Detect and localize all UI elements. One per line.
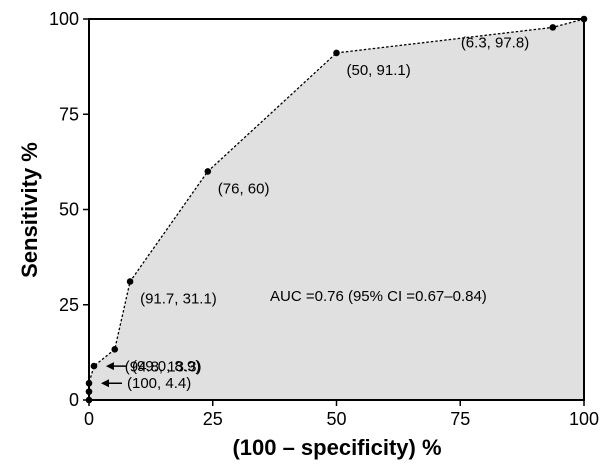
y-axis-title: Sensitivity % xyxy=(17,142,42,278)
x-tick-label: 0 xyxy=(84,409,94,429)
data-point xyxy=(111,346,119,353)
x-tick-label: 25 xyxy=(203,409,223,429)
auc-annotation: AUC =0.76 (95% CI =0.67–0.84) xyxy=(270,288,487,305)
point-label: (91.7, 31.1) xyxy=(140,291,217,308)
data-point xyxy=(126,278,134,285)
auc-area xyxy=(89,19,584,400)
y-tick-label: 50 xyxy=(59,200,79,220)
plot-area xyxy=(85,15,588,404)
y-tick-label: 100 xyxy=(49,9,79,29)
point-labels: (100, 4.4)(99.0, 8.9)(94.8, 13.3) (91.7, … xyxy=(101,34,529,392)
point-label: (94.8, 13.3) xyxy=(125,358,202,375)
point-label: (100, 4.4) xyxy=(127,375,191,392)
x-tick-label: 50 xyxy=(326,409,346,429)
roc-line xyxy=(88,18,585,400)
y-tick-label: 25 xyxy=(59,295,79,315)
axes: 0 25 50 75 100 0 25 50 75 100 xyxy=(49,9,599,429)
x-axis-title: (100 – specificity) % xyxy=(232,435,441,460)
point-label: (50, 91.1) xyxy=(347,62,411,79)
point-label: (6.3, 97.8) xyxy=(461,34,529,51)
x-tick-label: 75 xyxy=(450,409,470,429)
label-arrowhead xyxy=(105,362,114,371)
data-point xyxy=(333,49,340,57)
y-tick-label: 0 xyxy=(69,390,79,410)
x-tick-label: 100 xyxy=(569,409,599,429)
y-tick-label: 75 xyxy=(59,104,79,124)
point-label: (99.0, 8.9) xyxy=(132,358,200,375)
point-label: (76, 60) xyxy=(218,180,270,197)
data-point xyxy=(90,362,98,370)
label-arrowhead xyxy=(101,379,109,388)
data-point xyxy=(549,24,557,31)
data-point xyxy=(204,168,212,175)
